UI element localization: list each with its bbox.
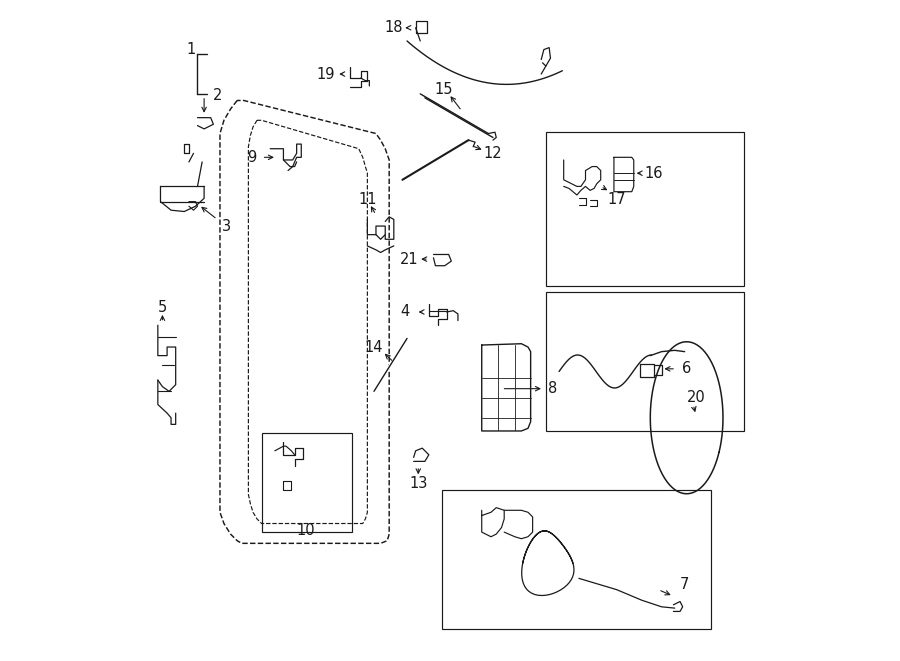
Text: 8: 8 [548,381,557,396]
Text: 1: 1 [186,42,195,57]
Text: 17: 17 [608,192,625,207]
Text: 20: 20 [687,391,706,405]
Text: 9: 9 [248,150,256,165]
Text: 2: 2 [212,89,222,103]
Bar [545,292,744,431]
Bar [262,433,352,532]
Bar [545,132,744,286]
Text: 21: 21 [400,252,419,266]
Text: 14: 14 [364,340,383,354]
Text: 10: 10 [297,523,315,537]
Text: 15: 15 [434,82,453,97]
Text: 16: 16 [644,166,662,180]
Text: 18: 18 [384,20,403,35]
Text: 4: 4 [400,305,410,319]
Text: 19: 19 [317,67,335,81]
Text: 5: 5 [158,300,167,315]
Bar [442,490,711,629]
Text: 7: 7 [680,578,689,592]
Text: 11: 11 [358,192,376,207]
Text: 3: 3 [222,219,231,233]
Text: 13: 13 [410,477,427,491]
Text: 6: 6 [682,362,691,376]
Text: 12: 12 [483,146,502,161]
